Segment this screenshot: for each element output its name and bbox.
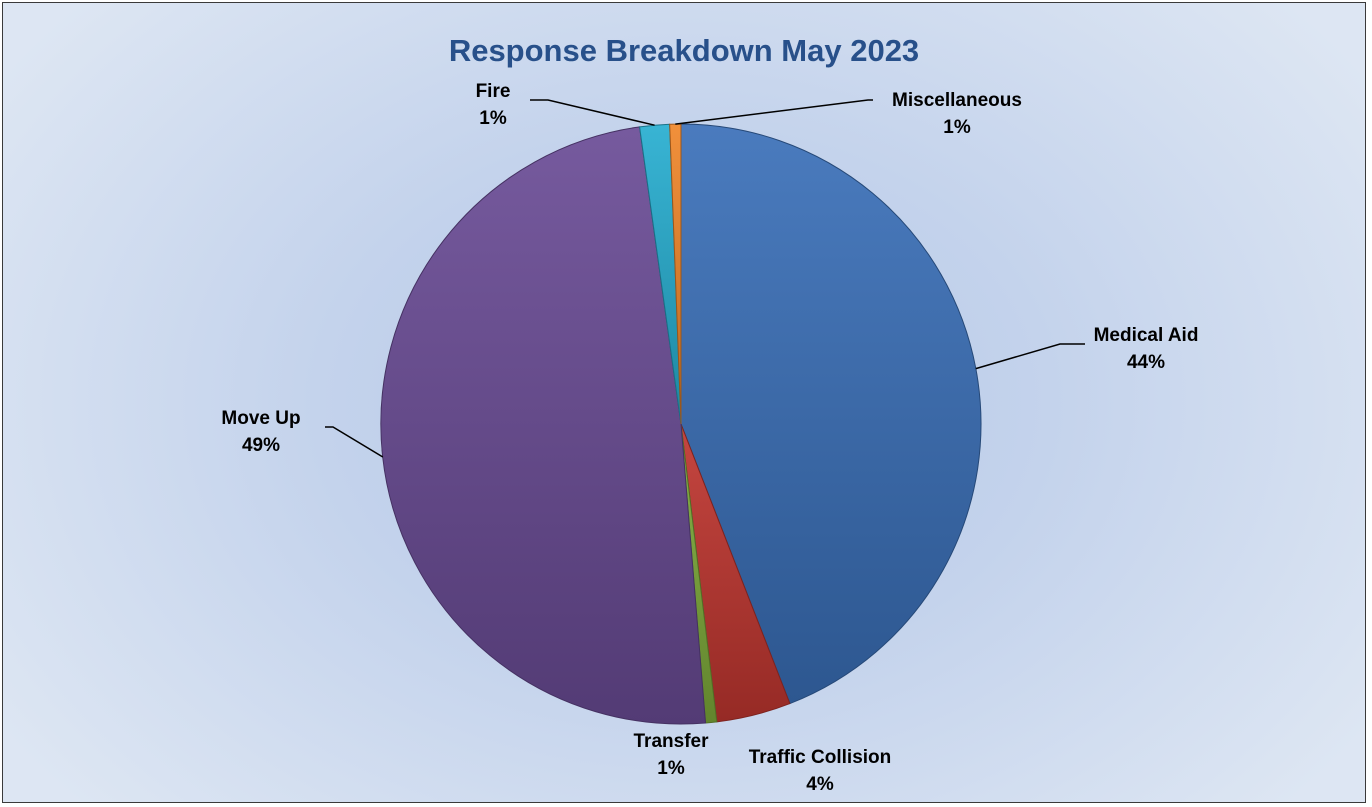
chart-title: Response Breakdown May 2023: [448, 33, 920, 68]
slice-label-medical-aid: Medical Aid: [1094, 325, 1199, 346]
slice-label-fire: Fire: [476, 81, 511, 102]
slice-percent-fire: 1%: [479, 108, 507, 129]
leader-line-fire: [530, 99, 655, 126]
slice-label-transfer: Transfer: [634, 731, 710, 752]
slice-label-traffic-collision: Traffic Collision: [749, 747, 892, 768]
slice-percent-miscellaneous: 1%: [943, 117, 971, 138]
slice-percent-transfer: 1%: [657, 758, 685, 779]
slice-label-miscellaneous: Miscellaneous: [892, 90, 1022, 111]
slice-percent-medical-aid: 44%: [1127, 352, 1165, 373]
slice-percent-move-up: 49%: [242, 435, 280, 456]
slice-percent-traffic-collision: 4%: [806, 774, 834, 795]
leader-line-miscellaneous: [675, 99, 873, 125]
leader-line-medical-aid: [975, 343, 1085, 370]
slice-label-move-up: Move Up: [221, 408, 300, 429]
pie-chart: Medical Aid 44% Traffic Collision 4% Transfe…: [221, 81, 1199, 795]
leader-line-move-up: [325, 426, 384, 458]
